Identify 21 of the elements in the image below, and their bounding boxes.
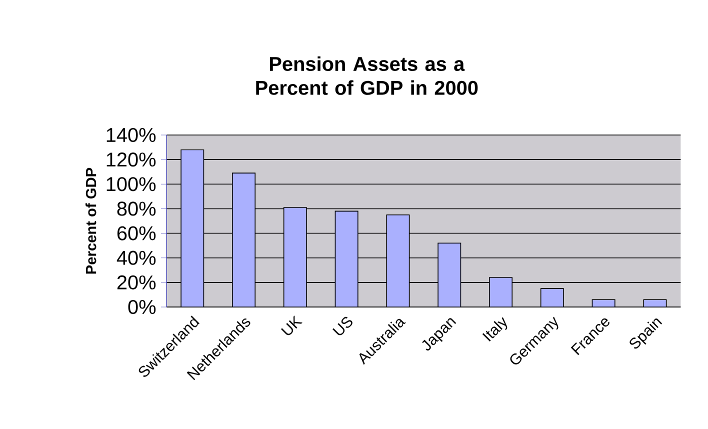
bar xyxy=(334,210,358,307)
y-tick-label: 100% xyxy=(106,177,156,192)
bar xyxy=(386,214,410,307)
y-tick-label: 80% xyxy=(117,202,156,216)
y-axis-title: Percent of GDP xyxy=(86,168,96,274)
y-tick-label: 60% xyxy=(117,226,156,240)
bar xyxy=(232,172,256,307)
bar xyxy=(283,207,307,307)
y-tick-label: 40% xyxy=(116,250,156,265)
chart-title: Pension Assets as a Percent of GDP in 2000 xyxy=(256,56,478,95)
bar xyxy=(180,149,204,307)
bar xyxy=(489,277,513,307)
y-tick-label: 140% xyxy=(106,128,156,142)
bar xyxy=(540,288,564,307)
y-tick-label: 20% xyxy=(117,275,156,290)
y-tick-label: 120% xyxy=(106,152,156,167)
y-tick-label: 0% xyxy=(128,300,156,314)
bar xyxy=(438,242,462,307)
x-tick-label: US xyxy=(332,316,352,336)
x-tick-label: Italy xyxy=(482,317,508,342)
x-tick-label: UK xyxy=(281,315,302,336)
